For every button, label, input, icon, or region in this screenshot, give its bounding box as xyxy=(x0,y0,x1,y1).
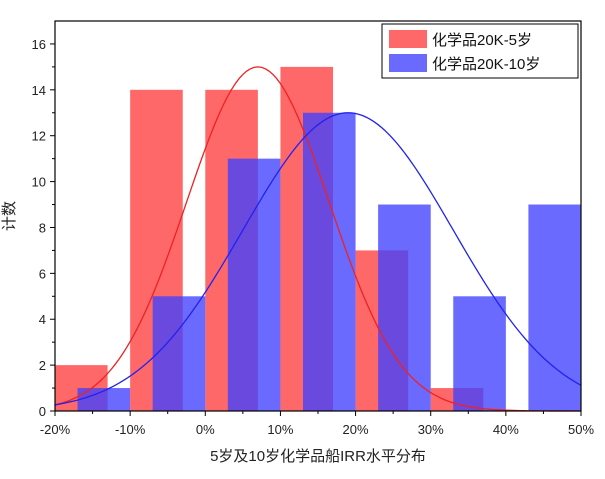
legend: 化学品20K-5岁 化学品20K-10岁 xyxy=(381,23,579,79)
y-tick-label: 12 xyxy=(32,129,46,144)
x-tick-label: 20% xyxy=(343,422,369,437)
ticks-layer: -20% -10% 0% 10% 20% 30% 40% 50% 0 2 4 6 8 10 12 14 16 xyxy=(32,37,595,437)
legend-swatch-5yr xyxy=(389,30,427,48)
bar-s1-1 xyxy=(152,296,206,411)
y-tick-label: 6 xyxy=(39,266,46,281)
y-axis-title: 计数 xyxy=(1,201,18,231)
y-tick-label: 16 xyxy=(32,37,46,52)
fit-curve-s1 xyxy=(54,112,582,406)
x-tick-label: 0% xyxy=(196,422,215,437)
x-tick-label: 10% xyxy=(267,422,293,437)
y-tick-label: 8 xyxy=(39,220,46,235)
bar-s1-2 xyxy=(227,158,281,411)
fit-curve-s0 xyxy=(54,66,582,412)
y-tick-label: 4 xyxy=(39,312,46,327)
y-tick-label: 10 xyxy=(32,175,46,190)
y-tick-label: 0 xyxy=(39,404,46,419)
x-tick-label: 30% xyxy=(418,422,444,437)
x-tick-label: -20% xyxy=(40,422,71,437)
legend-swatch-10yr xyxy=(389,54,427,72)
x-tick-label: 50% xyxy=(568,422,594,437)
legend-label-5yr: 化学品20K-5岁 xyxy=(432,32,532,49)
bar-s1-6 xyxy=(528,204,581,411)
y-tick-label: 14 xyxy=(32,83,46,98)
bar-s1-4 xyxy=(378,204,431,411)
bar-s1-5 xyxy=(453,296,506,411)
bar-s1-3 xyxy=(302,112,356,411)
bars-layer xyxy=(55,66,581,411)
fit-curves-layer xyxy=(54,66,582,412)
legend-label-10yr: 化学品20K-10岁 xyxy=(432,56,540,73)
bar-s1-0 xyxy=(77,388,131,411)
x-axis-title: 5岁及10岁化学品船IRR水平分布 xyxy=(210,448,426,465)
x-tick-label: 40% xyxy=(493,422,519,437)
y-tick-label: 2 xyxy=(39,358,46,373)
x-tick-label: -10% xyxy=(115,422,146,437)
